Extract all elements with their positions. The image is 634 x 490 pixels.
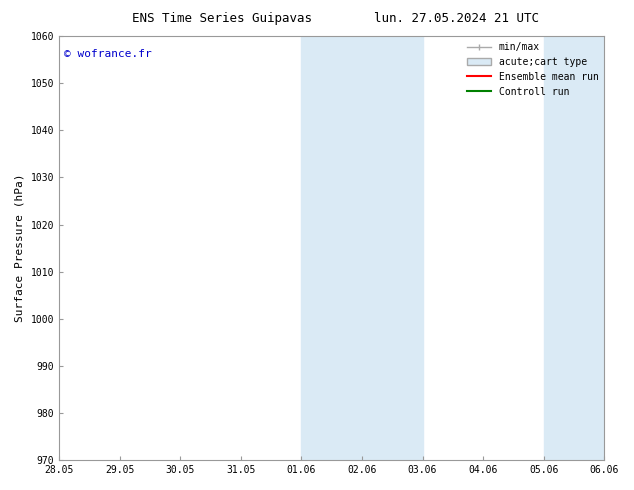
Bar bbox=[362, 36, 422, 460]
Text: ENS Time Series Guipavas: ENS Time Series Guipavas bbox=[132, 12, 312, 25]
Y-axis label: Surface Pressure (hPa): Surface Pressure (hPa) bbox=[15, 174, 25, 322]
Text: lun. 27.05.2024 21 UTC: lun. 27.05.2024 21 UTC bbox=[374, 12, 539, 25]
Text: © wofrance.fr: © wofrance.fr bbox=[65, 49, 152, 59]
Legend: min/max, acute;cart type, Ensemble mean run, Controll run: min/max, acute;cart type, Ensemble mean … bbox=[463, 38, 602, 100]
Bar bbox=[544, 36, 604, 460]
Bar bbox=[301, 36, 362, 460]
